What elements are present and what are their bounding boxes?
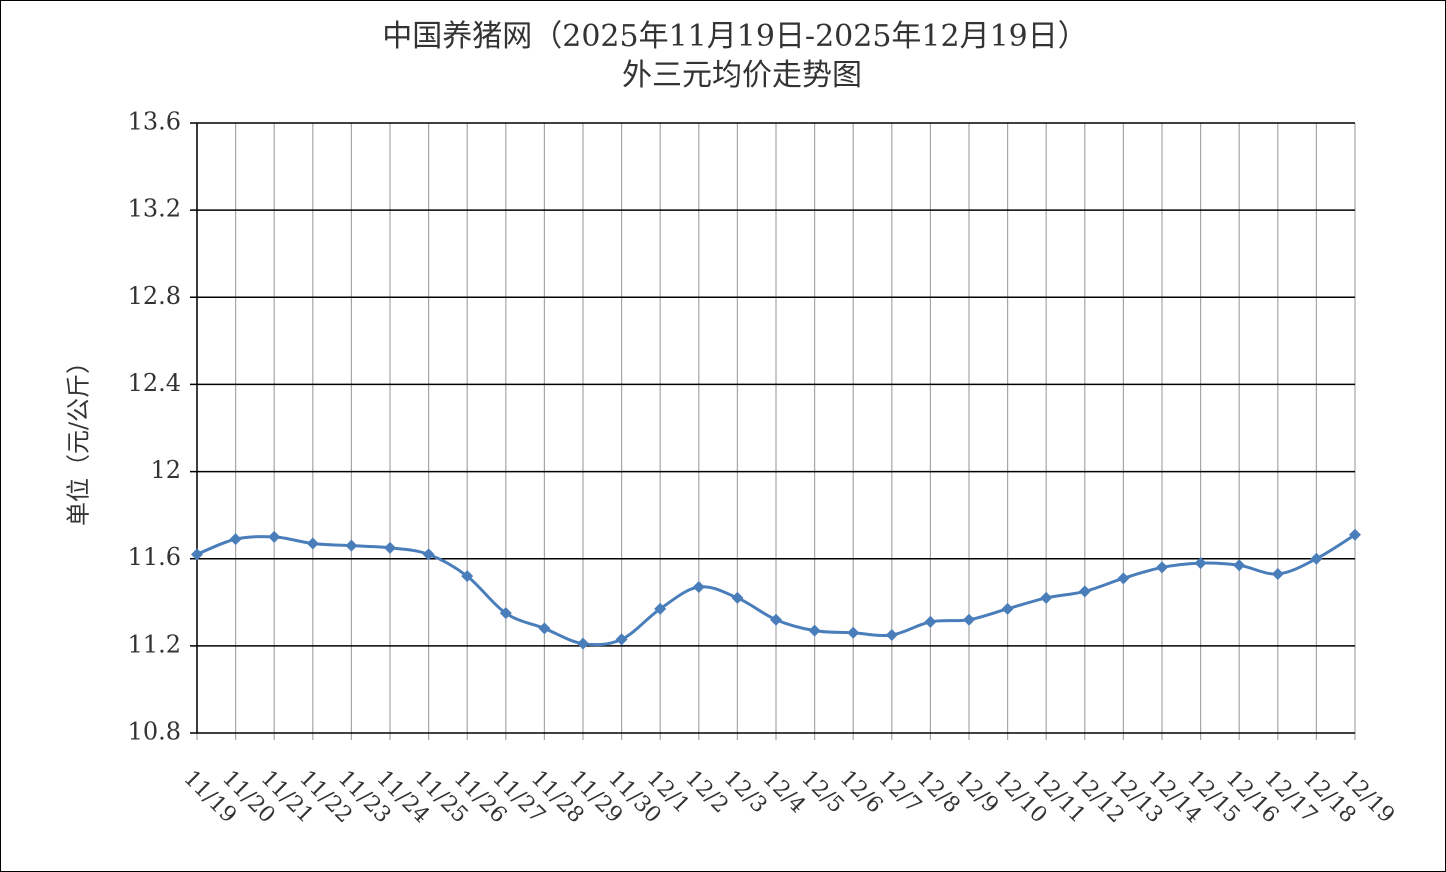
point-marker <box>229 533 242 546</box>
y-tick-label: 11.6 <box>128 543 181 571</box>
point-marker <box>1078 585 1091 598</box>
y-tick-label: 12.4 <box>128 369 181 397</box>
point-marker <box>963 613 975 626</box>
point-marker <box>422 548 435 561</box>
point-marker <box>654 602 667 615</box>
y-tick-label: 13.2 <box>128 195 181 223</box>
point-marker <box>924 615 937 628</box>
y-tick-label: 12.8 <box>128 282 181 310</box>
point-marker <box>1156 561 1168 574</box>
chart-title: 中国养猪网（2025年11月19日-2025年12月19日） <box>382 19 1088 54</box>
point-marker <box>538 622 551 635</box>
point-marker <box>1310 552 1323 565</box>
point-marker <box>268 530 281 543</box>
point-marker <box>1040 591 1053 604</box>
point-marker <box>1117 572 1130 585</box>
y-tick-label: 10.8 <box>128 718 181 746</box>
point-marker <box>1349 528 1361 541</box>
point-marker <box>731 591 744 604</box>
point-marker <box>1001 602 1014 615</box>
point-marker <box>847 626 860 639</box>
point-marker <box>808 624 821 637</box>
y-tick-label: 12 <box>150 456 181 484</box>
point-marker <box>885 628 898 641</box>
point-marker <box>499 607 512 620</box>
point-marker <box>577 637 589 650</box>
point-marker <box>692 581 705 594</box>
point-marker <box>461 570 474 583</box>
point-marker <box>1233 559 1246 572</box>
point-marker <box>191 548 203 561</box>
point-marker <box>306 537 319 550</box>
y-axis-label: 单位（元/公斤） <box>65 350 93 526</box>
point-marker <box>345 539 358 552</box>
y-tick-label: 13.6 <box>128 108 181 136</box>
point-marker <box>384 541 396 554</box>
point-marker <box>615 633 628 646</box>
chart-subtitle: 外三元均价走势图 <box>622 58 862 93</box>
point-marker <box>1271 567 1284 580</box>
point-marker <box>1194 557 1207 570</box>
y-tick-label: 11.2 <box>128 630 181 658</box>
point-marker <box>770 613 782 626</box>
